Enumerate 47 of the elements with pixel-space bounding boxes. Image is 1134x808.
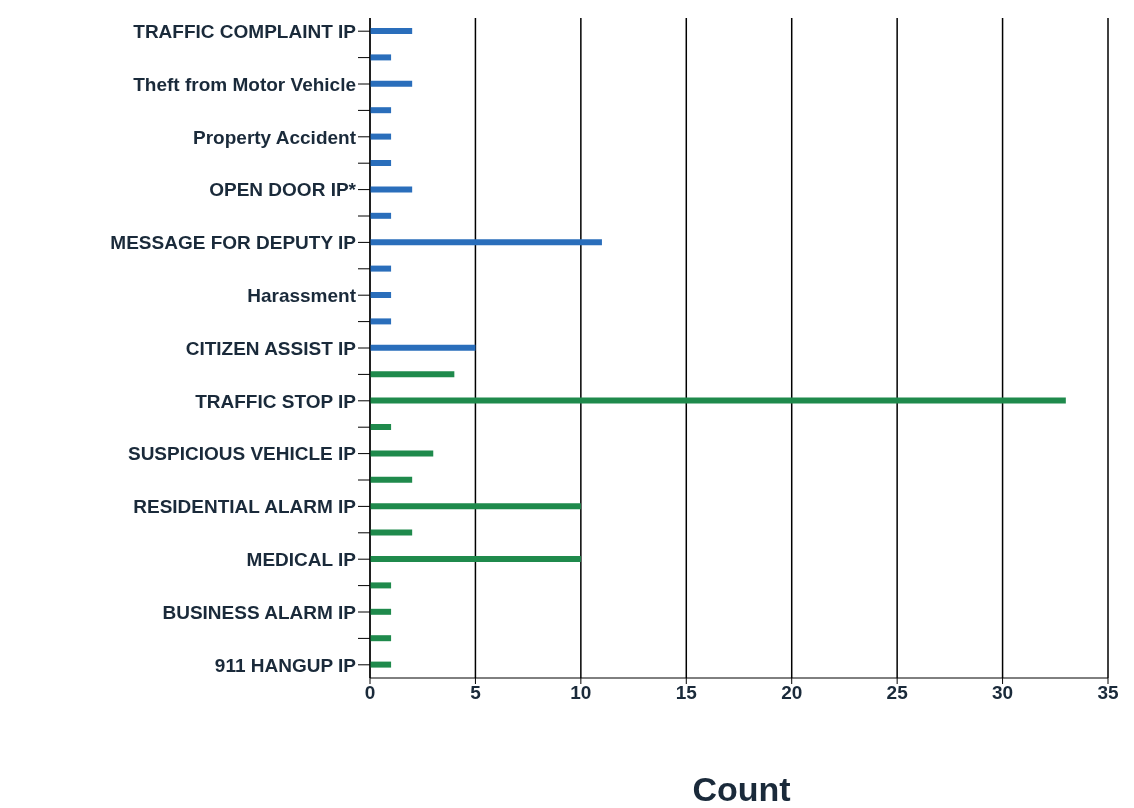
y-tick-label: OPEN DOOR IP* — [209, 179, 357, 201]
y-tick-label: Theft from Motor Vehicle — [133, 73, 356, 95]
bar — [370, 661, 392, 668]
bar — [370, 450, 434, 457]
bar — [370, 239, 602, 246]
y-tick-label: 911 HANGUP IP — [214, 654, 357, 676]
bar — [370, 318, 392, 325]
bar — [370, 292, 392, 298]
y-tick-label: Property Accident — [193, 126, 357, 148]
y-tick-label: CITIZEN ASSIST IP — [185, 337, 357, 359]
bar — [370, 54, 392, 61]
bar — [370, 371, 455, 378]
y-tick-label: MESSAGE FOR DEPUTY IP — [110, 232, 357, 254]
bar — [370, 556, 581, 562]
bar — [370, 397, 1066, 404]
bar — [370, 107, 392, 114]
bar — [370, 635, 392, 642]
bar — [370, 476, 413, 483]
bar — [370, 503, 581, 510]
x-tick-label: 35 — [1097, 682, 1119, 704]
bar — [370, 582, 392, 589]
bar — [370, 608, 392, 615]
y-tick-label: BUSINESS ALARM IP — [162, 601, 357, 623]
bar — [370, 186, 413, 193]
x-tick-label: 30 — [992, 682, 1014, 704]
y-tick-label: MEDICAL IP — [246, 548, 357, 570]
bar — [370, 265, 392, 272]
x-tick-label: 15 — [675, 682, 698, 704]
y-tick-label: TRAFFIC COMPLAINT IP — [133, 20, 357, 42]
x-tick-label: 25 — [886, 682, 909, 704]
x-tick-label: 10 — [570, 682, 592, 704]
bar — [370, 28, 413, 34]
bar — [370, 133, 392, 140]
x-tick-label: 5 — [470, 682, 482, 704]
bar — [370, 424, 392, 430]
y-tick-label: RESIDENTIAL ALARM IP — [133, 496, 357, 518]
y-tick-label: TRAFFIC STOP IP — [195, 390, 357, 412]
bar — [370, 344, 476, 351]
bar — [370, 160, 392, 166]
bar — [370, 529, 413, 536]
bar — [370, 80, 413, 87]
x-axis-title: Count — [691, 770, 792, 808]
bar — [370, 212, 392, 219]
y-tick-label: Harassment — [247, 284, 357, 306]
x-tick-label: 20 — [781, 682, 803, 704]
y-tick-label: SUSPICIOUS VEHICLE IP — [127, 443, 357, 465]
x-tick-label: 0 — [364, 682, 376, 704]
